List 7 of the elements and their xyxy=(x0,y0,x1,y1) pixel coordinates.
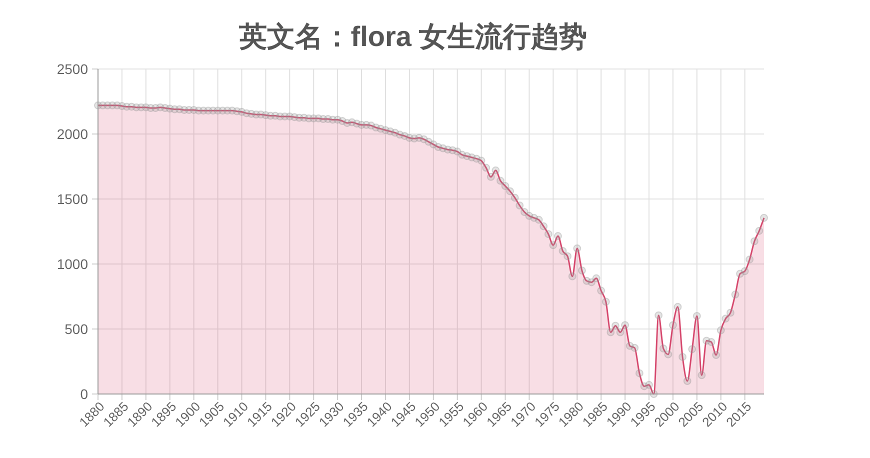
chart-title: 英文名：flora 女生流行趋势 xyxy=(238,21,588,52)
y-tick-label: 2000 xyxy=(56,126,88,142)
y-tick-label: 0 xyxy=(80,386,88,402)
y-tick-label: 500 xyxy=(64,320,88,337)
y-tick-label: 2500 xyxy=(56,60,88,77)
y-tick-label: 1000 xyxy=(56,256,88,272)
y-tick-label: 1500 xyxy=(56,190,88,207)
